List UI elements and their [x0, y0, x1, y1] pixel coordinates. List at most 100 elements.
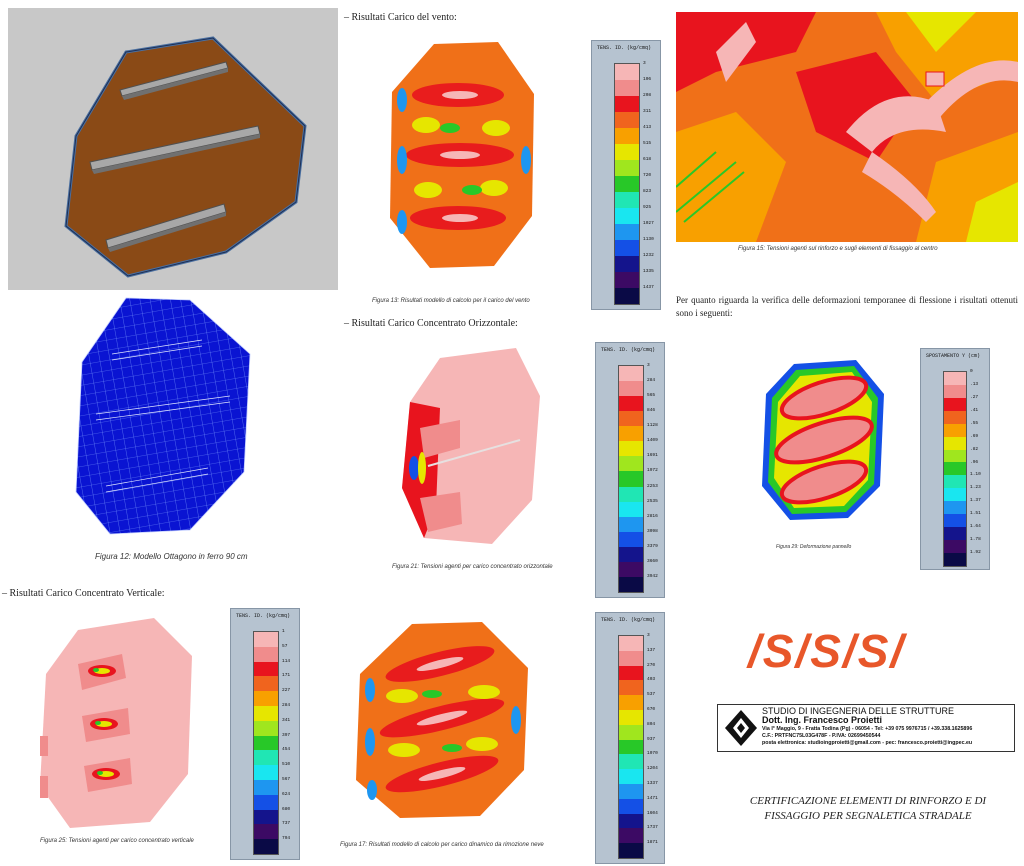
legend-swatch [615, 128, 639, 144]
legend-neve-bar [618, 635, 644, 859]
legend-tick-label: 804 [647, 721, 656, 727]
legend-swatch [619, 366, 643, 382]
legend-swatch [254, 661, 278, 677]
legend-tick-label: 3 [647, 363, 650, 368]
legend-swatch [619, 456, 643, 472]
legend-swatch [944, 462, 966, 476]
legend-vento-title: TENS. ID. (kg/cmq) [597, 45, 652, 51]
legend-tick-label: .41 [970, 407, 979, 413]
legend-tick-label: 413 [643, 125, 652, 130]
legend-swatch [619, 516, 643, 532]
legend-swatch [615, 112, 639, 128]
legend-swatch [619, 381, 643, 397]
legend-swatch [254, 750, 278, 766]
deformation-paragraph: Per quanto riguarda la verifica delle de… [676, 295, 1018, 318]
legend-swatch [619, 754, 643, 770]
legend-swatch [619, 665, 643, 681]
legend-tick-label: 403 [647, 677, 656, 683]
studio-line5: posta elettronica: studioingproietti@gma… [762, 740, 973, 746]
legend-tick-label: 1471 [647, 795, 658, 801]
legend-tick-label: 311 [643, 109, 652, 114]
legend-tick-label: 1437 [643, 285, 654, 290]
fig17-stress-plot [352, 620, 530, 820]
legend-tick-label: 794 [282, 836, 291, 842]
legend-tick-label: 1.78 [970, 537, 981, 543]
legend-swatch [944, 372, 966, 385]
legend-tick-label: 1409 [647, 438, 658, 444]
legend-swatch [615, 272, 639, 288]
legend-swatch [619, 546, 643, 562]
legend-swatch [254, 676, 278, 692]
legend-swatch [615, 256, 639, 272]
legend-swatch [944, 397, 966, 411]
legend-tick-label: 1691 [647, 453, 658, 459]
legend-tick-label: 1232 [643, 253, 654, 258]
legend-swatch [619, 843, 643, 858]
legend-tick-label: 3660 [647, 558, 658, 564]
legend-tick-label: 2253 [647, 483, 658, 489]
legend-tick-label: 284 [647, 378, 656, 384]
legend-tick-label: 618 [643, 157, 652, 162]
fig29-deformation-plot [760, 360, 888, 520]
legend-swatch [615, 192, 639, 208]
legend-swatch [254, 765, 278, 780]
legend-swatch [619, 739, 643, 755]
legend-swatch [254, 839, 278, 854]
legend-tick-label: 114 [282, 658, 291, 664]
legend-swatch [254, 735, 278, 751]
fig21-stress-plot [400, 348, 550, 548]
legend-tick-label: 454 [282, 747, 291, 753]
legend-tick-label: 137 [647, 647, 656, 653]
legend-swatch [615, 160, 639, 176]
legend-swatch [615, 208, 639, 224]
legend-vento: TENS. ID. (kg/cmq) 3 106 208 311 413 515 618 72… [591, 40, 661, 310]
legend-tick-label: 510 [282, 762, 291, 768]
legend-swatch [615, 144, 639, 160]
legend-tick-label: 1027 [643, 221, 654, 226]
legend-deform-bar [943, 371, 967, 567]
legend-swatch [619, 561, 643, 577]
legend-tick-label: 3 [643, 61, 646, 66]
legend-swatch [619, 724, 643, 740]
legend-tick-label: 567 [282, 777, 291, 782]
legend-swatch [944, 410, 966, 424]
legend-tick-label: 3098 [647, 528, 658, 534]
legend-tick-label: 3379 [647, 543, 658, 549]
legend-tick-label: .27 [970, 394, 979, 400]
legend-tick-label: 1070 [647, 751, 658, 757]
legend-tick-label: .13 [970, 381, 979, 387]
studio-logo-icon [724, 709, 758, 747]
legend-swatch [615, 80, 639, 96]
legend-swatch [615, 240, 639, 256]
legend-tick-label: 925 [643, 205, 652, 210]
certification-line2: FISSAGGIO PER SEGNALETICA STRADALE [764, 810, 972, 822]
legend-tick-label: 720 [643, 173, 652, 178]
legend-tick-label: 0 [970, 369, 973, 374]
legend-swatch [619, 396, 643, 412]
legend-tick-label: .82 [970, 446, 979, 452]
legend-swatch [615, 96, 639, 112]
legend-swatch [944, 436, 966, 450]
legend-tick-label: 284 [282, 703, 291, 708]
fig25-stress-plot [38, 616, 194, 828]
legend-swatch [944, 527, 966, 540]
legend-swatch [944, 475, 966, 489]
legend-tick-label: 1.92 [970, 550, 981, 556]
legend-tick-label: 823 [643, 189, 652, 194]
legend-tick-label: 227 [282, 688, 291, 694]
legend-tick-label: 1.37 [970, 498, 981, 504]
legend-swatch [615, 64, 639, 80]
legend-tick-label: .96 [970, 459, 979, 465]
legend-tick-label: 537 [647, 692, 656, 698]
studio-line1: STUDIO DI INGEGNERIA DELLE STRUTTURE [762, 706, 955, 716]
legend-swatch [254, 646, 278, 662]
legend-tick-label: 1871 [647, 840, 658, 846]
legend-swatch [619, 501, 643, 517]
legend-swatch [619, 798, 643, 814]
fig29-caption: Figura 29: Deformazione pannello [776, 544, 852, 550]
fig21-caption: Figura 21: Tensioni agenti per carico co… [392, 564, 553, 570]
fig12-model-image [8, 8, 338, 290]
fig17-caption: Figura 17: Risultati modello di calcolo … [340, 842, 544, 848]
legend-orizzontale-title: TENS. ID. (kg/cmq) [601, 347, 656, 353]
legend-tick-label: 1737 [647, 825, 658, 831]
